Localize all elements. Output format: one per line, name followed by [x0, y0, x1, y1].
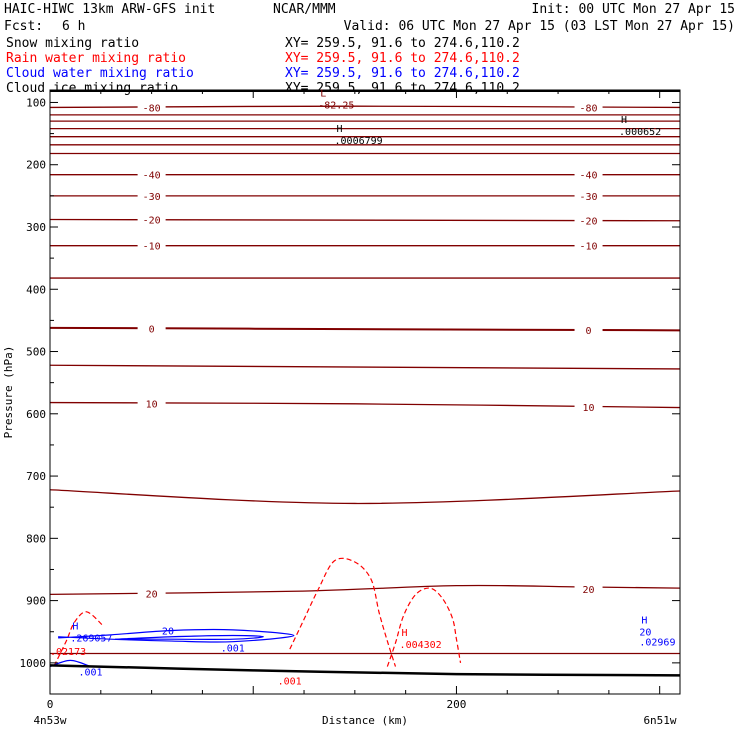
y-tick-label-700: 700 [26, 470, 46, 483]
temperature-label-bg [574, 583, 603, 595]
left-endpoint: 4n53w [33, 714, 66, 727]
temperature-label-bg [137, 239, 166, 251]
ground-surface-line [50, 664, 680, 677]
y-axis-label: Pressure (hPa) [2, 346, 15, 439]
extremum-value-8: .001 [278, 676, 302, 687]
temperature-contour-0 [50, 105, 680, 109]
model-title: HAIC-HIWC 13km ARW-GFS init [4, 2, 215, 17]
extremum-value-10: .02969 [639, 638, 675, 649]
rain-contour-2 [53, 611, 104, 667]
y-tick-label-100: 100 [26, 96, 46, 109]
field-name-0: Snow mixing ratio [6, 36, 139, 51]
y-tick-label-400: 400 [26, 283, 46, 296]
x-axis-label: Distance (km) [322, 714, 408, 727]
y-tick-label-200: 200 [26, 159, 46, 172]
temperature-label-9-1: -20 [580, 217, 598, 228]
cloud-water-label-0: 20 [162, 626, 174, 637]
extremum-value-3: .004302 [400, 640, 442, 651]
extremum-value-1: .0006799 [335, 136, 383, 147]
field-name-1: Rain water mixing ratio [6, 51, 186, 66]
temperature-contour-15 [50, 489, 680, 505]
extrema-labels: -80 -80 -40 -40 -30 -30 -20 -20 -10 -10 0 0 10 10 20 20… [50, 88, 675, 687]
org-label: NCAR/MMM [273, 2, 336, 17]
temperature-label-bg [137, 587, 166, 599]
forecast-label: Fcst: [4, 19, 43, 34]
field-xy-2: XY= 259.5, 91.6 to 274.6,110.2 [285, 66, 520, 81]
extremum-value-5: .001 [221, 643, 245, 654]
extremum-marker-9: H [641, 616, 647, 627]
temperature-label-0-1: -80 [580, 103, 598, 114]
temperature-label-bg [137, 189, 166, 201]
y-tick-label-900: 900 [26, 595, 46, 608]
x-tick-label-200: 200 [447, 698, 467, 711]
extremum-value-0: -82.25 [318, 100, 354, 111]
temperature-label-bg [574, 400, 603, 412]
temperature-label-bg [574, 189, 603, 201]
temperature-label-10-1: -10 [580, 242, 598, 253]
temperature-label-bg [137, 101, 166, 113]
temperature-label-12-0: 0 [149, 324, 155, 335]
temperature-label-7-0: -40 [143, 171, 161, 182]
temperature-contour-13 [50, 364, 680, 370]
field-name-2: Cloud water mixing ratio [6, 66, 194, 81]
y-tick-label-800: 800 [26, 532, 46, 545]
extremum-value-4: .269057 [70, 633, 112, 644]
extremum-marker-3: H [402, 628, 408, 639]
y-tick-label-600: 600 [26, 408, 46, 421]
extremum-marker-0: L [320, 88, 326, 99]
temperature-label-bg [574, 239, 603, 251]
cloud-water-contour-0 [58, 628, 295, 643]
temperature-label-12-1: 0 [586, 326, 592, 337]
temperature-label-8-1: -30 [580, 192, 598, 203]
temperature-contour-14 [50, 401, 680, 409]
temperature-label-9-0: -20 [143, 216, 161, 227]
temperature-label-8-0: -30 [143, 192, 161, 203]
temperature-contour-12 [50, 326, 680, 332]
temperature-label-bg [574, 214, 603, 226]
extremum-marker-4: H [72, 621, 78, 632]
temperature-label-bg [137, 168, 166, 180]
temperature-label-10-0: -10 [143, 242, 161, 253]
rain-contour-0 [289, 557, 397, 667]
extremum-value-7: .001 [78, 668, 102, 679]
temperature-label-16-0: 20 [146, 589, 158, 600]
temperature-label-14-0: 10 [146, 399, 158, 410]
temperature-label-bg [574, 323, 603, 335]
valid-time: Valid: 06 UTC Mon 27 Apr 15 (03 LST Mon … [344, 19, 735, 34]
forecast-value: 6 h [62, 19, 85, 34]
temperature-label-bg [574, 101, 603, 113]
temperature-label-14-1: 10 [583, 403, 595, 414]
y-tick-label-500: 500 [26, 346, 46, 359]
rain-contour-1 [386, 587, 462, 667]
temperature-label-16-1: 20 [583, 585, 595, 596]
temperature-label-bg [137, 397, 166, 409]
init-time: Init: 00 UTC Mon 27 Apr 15 [532, 2, 736, 17]
extremum-value-2: .000652 [619, 127, 661, 138]
field-xy-1: XY= 259.5, 91.6 to 274.6,110.2 [285, 51, 520, 66]
extremum-marker-1: H [337, 124, 343, 135]
field-xy-0: XY= 259.5, 91.6 to 274.6,110.2 [285, 36, 520, 51]
x-tick-label-0: 0 [47, 698, 54, 711]
x-axis: 0 200 [47, 90, 661, 711]
y-tick-label-1000: 1000 [20, 657, 47, 670]
extremum-value-9: 20 [639, 628, 651, 639]
extremum-marker-2: H [621, 115, 627, 126]
temperature-label-bg [137, 213, 166, 225]
temperature-label-7-1: -40 [580, 171, 598, 182]
cloud-water-contour-1 [115, 634, 264, 640]
temperature-label-bg [574, 168, 603, 180]
plot-frame [49, 89, 681, 695]
extremum-value-6: .02173 [50, 647, 86, 658]
y-tick-label-300: 300 [26, 221, 46, 234]
field-name-3: Cloud ice mixing ratio [6, 81, 178, 96]
field-xy-3: XY= 259.5, 91.6 to 274.6,110.2 [285, 81, 520, 96]
temperature-label-bg [137, 322, 166, 334]
field-legend: Snow mixing ratio XY= 259.5, 91.6 to 274.… [6, 36, 520, 96]
right-endpoint: 6n51w [643, 714, 676, 727]
temperature-label-0-0: -80 [143, 103, 161, 114]
